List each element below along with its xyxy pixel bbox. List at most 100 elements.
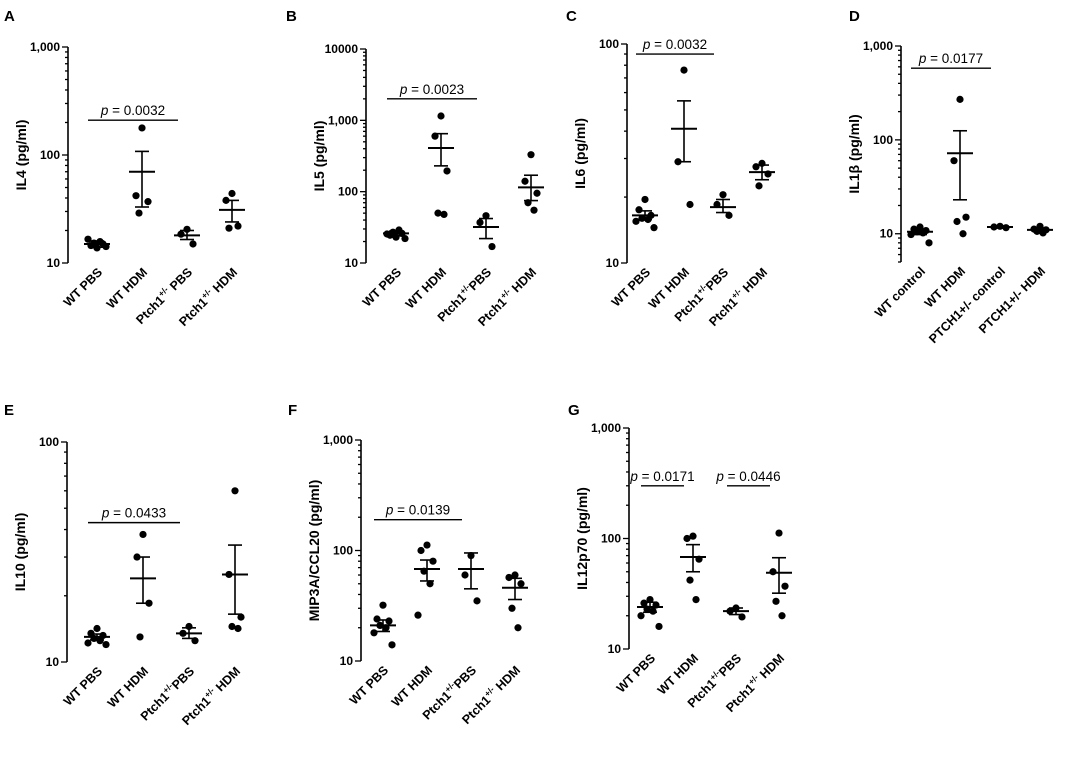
x-tick-label: WT PBS	[61, 265, 105, 309]
x-tick-label: WT PBS	[347, 663, 391, 707]
y-axis-title: IL1β (pg/ml)	[846, 114, 862, 193]
data-point	[385, 617, 393, 625]
y-tick-label: 100	[338, 185, 358, 199]
panel-letter: D	[849, 8, 860, 25]
data-point	[511, 571, 519, 579]
data-point	[228, 189, 236, 198]
panel-letter: E	[4, 402, 14, 419]
y-tick-label: 10	[340, 654, 354, 668]
data-point	[135, 209, 143, 217]
y-tick-label: 1,000	[323, 433, 353, 447]
data-point	[689, 532, 697, 540]
data-point	[527, 151, 535, 159]
data-point	[533, 189, 541, 197]
x-tick-label: WT PBS	[614, 651, 658, 695]
x-tick-label: PTCH1+/- control	[926, 264, 1008, 346]
data-point	[907, 230, 915, 239]
data-point	[683, 534, 691, 543]
group-3: Ptch1+/- HDM	[475, 151, 544, 329]
group-3: Ptch1+/- HDM	[459, 571, 528, 727]
group-0: WT PBS	[61, 624, 110, 708]
data-point	[132, 192, 140, 200]
x-tick-label: WT HDM	[104, 265, 150, 311]
data-point	[508, 604, 516, 612]
data-point	[781, 582, 789, 590]
data-point	[959, 230, 967, 238]
y-tick-label: 100	[599, 37, 619, 51]
data-point	[237, 613, 245, 621]
data-point	[136, 633, 144, 641]
y-axis-title: MIP3A/CCL20 (pg/ml)	[306, 480, 322, 622]
panel-letter: F	[288, 402, 297, 419]
data-point	[521, 177, 529, 185]
data-point	[388, 641, 396, 649]
data-point	[423, 541, 431, 549]
data-point	[640, 599, 648, 607]
y-tick-label: 100	[333, 544, 353, 558]
group-0: WT PBS	[360, 226, 409, 309]
data-point	[434, 209, 442, 217]
panel-letter: A	[4, 8, 15, 25]
data-point	[646, 595, 654, 604]
data-point	[476, 218, 484, 227]
y-tick-label: 10	[608, 642, 622, 656]
data-point	[102, 640, 110, 649]
group-1: WT HDM	[655, 532, 706, 697]
data-point	[426, 580, 434, 588]
y-axis-title: IL6 (pg/ml)	[572, 118, 588, 189]
data-point	[719, 191, 727, 199]
data-point	[686, 200, 694, 209]
y-axis-title: IL5 (pg/ml)	[311, 121, 327, 192]
data-point	[228, 622, 236, 631]
data-point	[437, 112, 445, 120]
data-point	[775, 529, 783, 537]
data-point	[680, 66, 688, 74]
data-point	[234, 222, 242, 230]
data-point	[189, 240, 197, 248]
group-0: WT PBS	[609, 195, 658, 309]
data-point	[772, 597, 780, 605]
y-tick-label: 1,000	[328, 113, 358, 127]
y-tick-label: 10	[46, 655, 60, 669]
data-point	[641, 195, 649, 204]
group-0: WT PBS	[614, 595, 663, 695]
panel-letter: C	[566, 8, 577, 25]
data-point	[231, 487, 239, 495]
data-point	[692, 595, 700, 604]
group-1: WT HDM	[403, 112, 454, 311]
data-point	[517, 580, 525, 588]
y-tick-label: 10000	[325, 42, 359, 56]
data-point	[962, 213, 970, 221]
group-3: Ptch1+/- HDM	[176, 189, 245, 329]
data-point	[138, 124, 146, 132]
data-point	[401, 234, 409, 243]
data-point	[177, 230, 185, 238]
data-point	[370, 629, 378, 637]
pvalue-label: p = 0.0139	[385, 503, 450, 518]
y-axis-title: IL4 (pg/ml)	[13, 120, 29, 191]
y-tick-label: 10	[345, 256, 359, 270]
data-point	[778, 612, 786, 620]
data-point	[93, 624, 101, 633]
y-tick-label: 100	[601, 532, 621, 546]
data-point	[482, 212, 490, 220]
data-point	[443, 167, 451, 175]
group-0: WT PBS	[347, 601, 396, 707]
x-tick-label: WT PBS	[360, 265, 404, 309]
y-tick-label: 100	[873, 133, 893, 147]
x-tick-label: WT control	[872, 264, 928, 320]
data-point	[225, 224, 233, 232]
data-point	[429, 557, 437, 565]
pvalue-label: p = 0.0032	[642, 37, 707, 52]
data-point	[725, 211, 733, 219]
data-point	[632, 217, 640, 225]
pvalue-label: p = 0.0433	[101, 506, 166, 521]
data-point	[234, 624, 242, 633]
y-axis-title: IL12p70 (pg/ml)	[574, 487, 590, 590]
pvalue-label: p = 0.0171	[629, 469, 694, 484]
